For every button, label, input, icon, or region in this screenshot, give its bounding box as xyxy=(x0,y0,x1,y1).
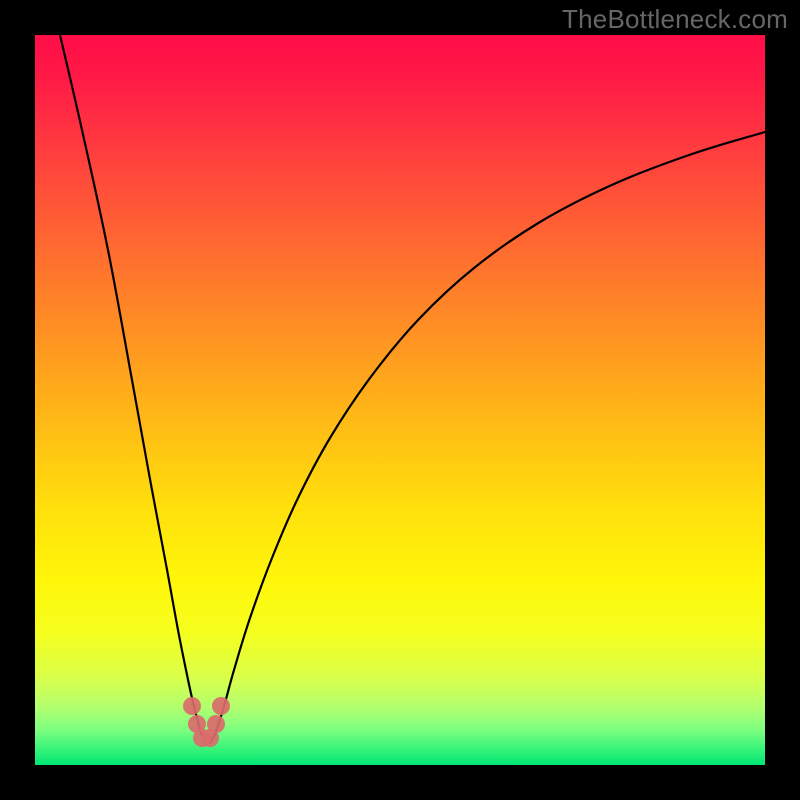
gradient-background xyxy=(35,35,765,765)
watermark-text: TheBottleneck.com xyxy=(562,4,788,35)
bottom-marker xyxy=(207,715,225,733)
bottom-marker xyxy=(212,697,230,715)
bottom-marker xyxy=(183,697,201,715)
chart-root: TheBottleneck.com xyxy=(0,0,800,800)
bottleneck-chart xyxy=(0,0,800,800)
